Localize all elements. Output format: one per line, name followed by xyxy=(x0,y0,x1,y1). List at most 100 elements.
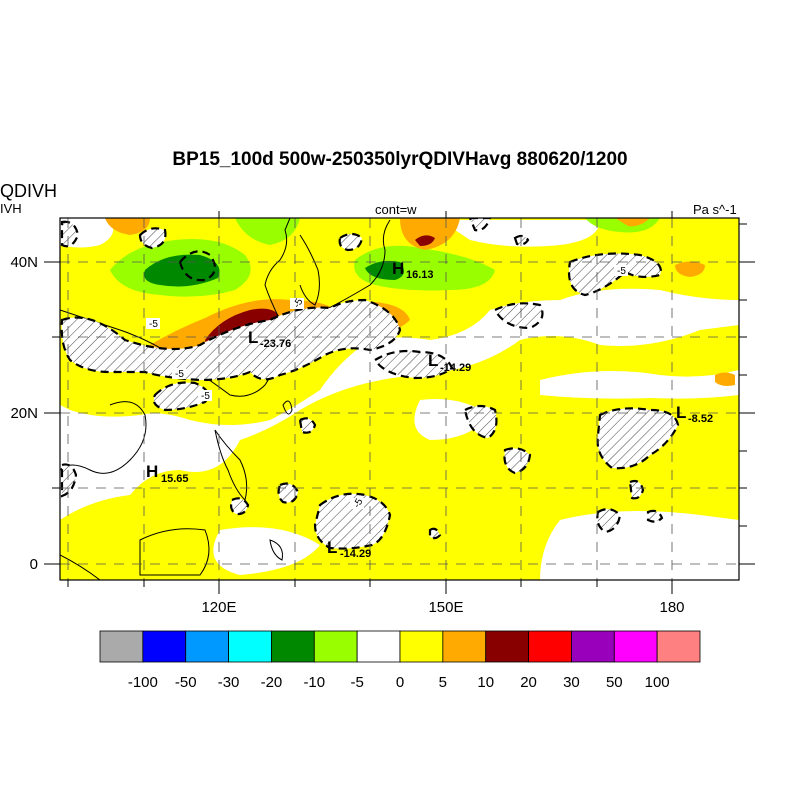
hatched-region-small-5 xyxy=(230,497,250,516)
coastline-island-1 xyxy=(269,539,283,561)
hatched-region-small-8 xyxy=(298,417,317,434)
colorbar-swatch-11 xyxy=(571,630,615,663)
contour-label-5: -5 xyxy=(617,266,626,277)
orange-region-far-east xyxy=(675,261,705,277)
colorbar-swatch-6 xyxy=(356,630,401,663)
darkred-core-ne xyxy=(415,235,435,246)
contour-label-bg-2 xyxy=(172,368,186,379)
hatched-region-small-1 xyxy=(463,404,498,440)
colorbar-swatch-2 xyxy=(185,630,229,663)
colorbar-swatch-0 xyxy=(99,630,144,663)
coastline-taiwan xyxy=(282,400,293,415)
orange-region-ne xyxy=(400,218,460,250)
extrema-markers: H 16.13 L -23.76 L -14.29 L -8.52 H 15.6… xyxy=(146,259,713,560)
darkgreen-core-northeast xyxy=(365,260,404,280)
contour-label-bg-3 xyxy=(198,390,212,401)
orange-region-topright xyxy=(615,218,650,227)
colorbar-label-8: 10 xyxy=(477,674,494,691)
coastline-indochina xyxy=(60,401,147,474)
colorbar-label-10: 30 xyxy=(563,674,580,691)
marker-low-4-letter: L xyxy=(327,538,337,557)
colorbar-label-3: -20 xyxy=(261,674,283,691)
darkgreen-core-northwest xyxy=(144,254,220,287)
marker-low-1: L -23.76 xyxy=(248,328,291,350)
shaded-field xyxy=(60,218,739,580)
hatched-region-top-left xyxy=(60,220,80,248)
marker-low-4-value: -14.29 xyxy=(340,548,371,560)
contour-label-bg-4 xyxy=(290,298,304,309)
hatched-region-east xyxy=(596,407,680,470)
coastline-borneo xyxy=(139,528,210,576)
marker-low-2: L -14.29 xyxy=(428,351,471,374)
colorbar-label-0: -100 xyxy=(128,674,158,691)
colorbar-swatch-4 xyxy=(271,630,315,663)
contour-value-labels: -5 -5 -5 -5 -5 -5 xyxy=(146,265,628,510)
marker-low-2-value: -14.29 xyxy=(440,362,471,374)
marker-low-1-letter: L xyxy=(248,328,258,347)
colorbar-swatch-5 xyxy=(313,630,358,663)
hatched-region-nw-circle xyxy=(178,250,217,282)
colorbar-swatch-1 xyxy=(142,630,187,663)
colorbar-swatch-9 xyxy=(485,630,529,663)
graticule xyxy=(60,218,739,580)
orange-region-ne-right xyxy=(715,372,735,386)
hatched-region-west-band xyxy=(60,298,402,382)
contour-label-3: -5 xyxy=(201,391,210,402)
hatched-region-southwest xyxy=(152,381,210,412)
negative-contours xyxy=(60,218,680,550)
hatched-region-small-4 xyxy=(596,508,622,534)
hatched-region-small-12 xyxy=(513,234,530,246)
colorbar-label-7: 5 xyxy=(439,674,447,691)
left-label-1: QDIVH xyxy=(0,181,58,201)
hatched-region-small-2 xyxy=(503,447,532,475)
colorbar-label-9: 20 xyxy=(520,674,537,691)
hatched-region-top-mid xyxy=(138,227,167,250)
colorbar-swatch-13 xyxy=(656,630,701,663)
hatched-region-small-10 xyxy=(338,232,364,252)
contour-label-2: -5 xyxy=(175,369,184,380)
left-label-2: IVH xyxy=(0,201,22,216)
hatched-region-south xyxy=(313,492,392,550)
colorbar-label-6: 0 xyxy=(396,674,404,691)
marker-high-2: H 15.65 xyxy=(146,462,189,485)
ytick-label-20: 20N xyxy=(10,405,38,422)
coastline-korea xyxy=(299,234,320,306)
coastline-japan xyxy=(324,219,391,311)
marker-high-1-value: 16.13 xyxy=(406,269,434,281)
contour-label-bg-5 xyxy=(614,265,628,276)
white-gap-south-west xyxy=(60,416,144,505)
marker-low-4: L -14.29 xyxy=(327,538,371,560)
marker-low-3-letter: L xyxy=(676,403,686,422)
colorbar-swatch-12 xyxy=(613,630,658,663)
contour-label: cont=w xyxy=(375,202,417,217)
marker-low-3: L -8.52 xyxy=(676,403,713,425)
hatched-region-small-9 xyxy=(493,302,544,330)
ytick-label-0: 0 xyxy=(30,556,38,573)
orange-region-upper xyxy=(105,218,150,235)
axis-ticks xyxy=(44,211,755,594)
marker-low-2-letter: L xyxy=(428,351,438,370)
hatched-region-small-7 xyxy=(628,479,645,500)
colorbar-label-11: 50 xyxy=(606,674,623,691)
units-label: Pa s^-1 xyxy=(693,202,737,217)
xtick-label-180: 180 xyxy=(659,599,684,616)
hatched-region-small-14 xyxy=(428,527,442,540)
colorbar-swatch-7 xyxy=(399,630,444,663)
colorbar-swatch-10 xyxy=(528,630,572,663)
white-gap-bottom xyxy=(213,527,320,575)
contour-label-bg-6 xyxy=(350,498,364,509)
colorbar: -100 -50 -30 -20 -10 -5 0 5 10 20 30 50 100 xyxy=(99,630,701,691)
colorbar-label-5: -5 xyxy=(350,674,363,691)
marker-high-1-letter: H xyxy=(392,259,404,278)
marker-high-2-value: 15.65 xyxy=(161,473,189,485)
contour-label-1: -5 xyxy=(149,319,158,330)
colorbar-label-12: 100 xyxy=(645,674,670,691)
hatched-region-small-13 xyxy=(646,509,664,523)
white-gap-se xyxy=(540,511,739,580)
colorbar-label-2: -30 xyxy=(218,674,240,691)
ytick-label-40: 40N xyxy=(10,254,38,271)
marker-low-3-value: -8.52 xyxy=(688,413,713,425)
coastline-sumatra xyxy=(60,554,101,580)
hatched-region-center xyxy=(373,349,454,380)
